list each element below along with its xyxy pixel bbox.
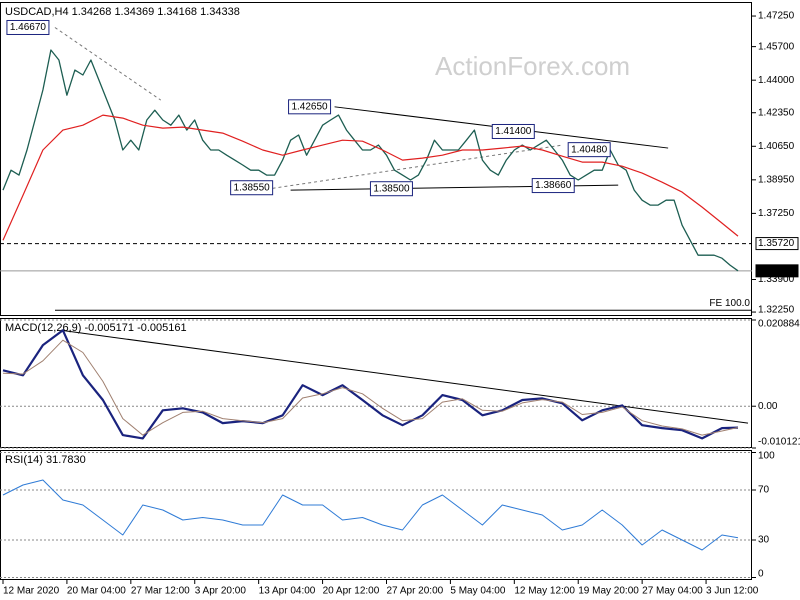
annotation-label: 1.38550 bbox=[234, 182, 271, 193]
annotation-label: 1.40480 bbox=[571, 144, 608, 155]
series-line bbox=[2, 49, 739, 272]
annotation-label: 1.41400 bbox=[495, 126, 532, 137]
level-box bbox=[755, 264, 799, 278]
panel bbox=[0, 2, 752, 316]
x-tick-label: 27 Apr 20:00 bbox=[386, 586, 443, 597]
x-tick-label: 20 Apr 12:00 bbox=[323, 586, 380, 597]
series-line bbox=[2, 479, 739, 551]
y-tick-label: 0.020884 bbox=[758, 319, 800, 330]
y-tick-label: -0.010121 bbox=[758, 437, 800, 448]
annotation-box bbox=[369, 181, 413, 197]
y-tick-label: 1.47250 bbox=[758, 11, 795, 22]
x-tick-label: 27 May 04:00 bbox=[642, 586, 703, 597]
panel-title: MACD(12,26,9) -0.005171 -0.005161 bbox=[5, 322, 187, 334]
y-tick-label: 1.40650 bbox=[758, 141, 795, 152]
y-tick-label: 1.44000 bbox=[758, 75, 795, 86]
x-tick-label: 5 May 04:00 bbox=[450, 586, 505, 597]
panel bbox=[0, 450, 752, 580]
series-line bbox=[2, 329, 739, 440]
annotation-box bbox=[6, 19, 50, 35]
x-tick-label: 3 Apr 20:00 bbox=[195, 586, 247, 597]
y-tick-label: 100 bbox=[758, 451, 775, 462]
y-tick-label: 0.00 bbox=[758, 401, 778, 412]
series-line bbox=[2, 114, 739, 241]
y-tick-label: 70 bbox=[758, 485, 770, 496]
x-tick-label: 19 May 20:00 bbox=[578, 586, 639, 597]
y-tick-label: 1.38950 bbox=[758, 174, 795, 185]
x-tick-label: 27 Mar 12:00 bbox=[131, 586, 190, 597]
x-tick-label: 3 Jun 12:00 bbox=[706, 586, 759, 597]
y-tick-label: 1.32250 bbox=[758, 305, 795, 316]
level-box bbox=[755, 237, 799, 251]
x-tick-label: 12 May 12:00 bbox=[514, 586, 575, 597]
panel-title: RSI(14) 31.7830 bbox=[5, 454, 86, 466]
trend-line bbox=[60, 329, 749, 424]
annotation-label: 1.38500 bbox=[373, 183, 410, 194]
level-label: FE 100.0 bbox=[709, 298, 750, 309]
level-label: 1.34338 bbox=[758, 265, 795, 276]
x-tick-label: 20 Mar 04:00 bbox=[67, 586, 126, 597]
annotation-box bbox=[531, 178, 575, 194]
x-tick-label: 12 Mar 2020 bbox=[3, 586, 60, 597]
series-line bbox=[2, 339, 739, 436]
y-tick-label: 0 bbox=[758, 569, 764, 580]
level-label: 1.35720 bbox=[758, 238, 795, 249]
x-tick-label: 13 Apr 04:00 bbox=[259, 586, 316, 597]
y-tick-label: 1.42350 bbox=[758, 107, 795, 118]
annotation-box bbox=[288, 99, 332, 115]
annotation-box bbox=[491, 123, 535, 139]
annotation-label: 1.42650 bbox=[291, 101, 328, 112]
annotation-box bbox=[567, 142, 611, 158]
panel-title: USDCAD,H4 1.34268 1.34369 1.34168 1.3433… bbox=[5, 6, 240, 18]
annotation-label: 1.46670 bbox=[10, 22, 47, 33]
annotation-label: 1.38660 bbox=[535, 180, 572, 191]
y-tick-label: 1.33900 bbox=[758, 274, 795, 285]
y-tick-label: 30 bbox=[758, 535, 770, 546]
annotation-box bbox=[230, 180, 274, 196]
watermark: ActionForex.com bbox=[435, 51, 630, 81]
y-tick-label: 1.45700 bbox=[758, 41, 795, 52]
y-tick-label: 1.37250 bbox=[758, 208, 795, 219]
